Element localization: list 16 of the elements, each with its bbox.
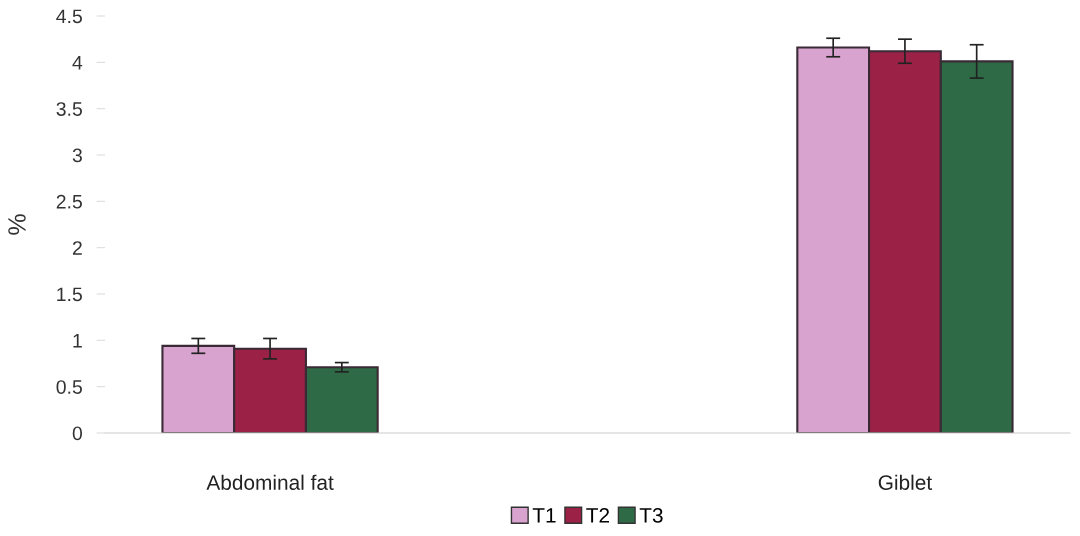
y-tick-label: 0.5	[56, 380, 82, 394]
y-tick-label: 2	[72, 241, 82, 255]
x-tick-label: Abdominal fat	[206, 474, 334, 490]
legend-label: T2	[586, 507, 610, 523]
legend-label: T3	[639, 507, 663, 523]
y-axis-title: %	[8, 214, 26, 235]
y-tick-label: 1.5	[57, 287, 82, 302]
y-tick-label: 1	[73, 334, 82, 348]
y-tick-label: 0	[72, 426, 83, 441]
x-tick-label: Giblet	[878, 474, 932, 490]
y-tick-label: 3.5	[56, 102, 82, 116]
y-tick-label: 4.5	[56, 9, 82, 24]
y-tick-label: 2.5	[56, 194, 82, 209]
y-tick-label: 4	[72, 56, 83, 70]
y-tick-label: 3	[72, 148, 82, 163]
legend-label: T1	[532, 508, 556, 523]
